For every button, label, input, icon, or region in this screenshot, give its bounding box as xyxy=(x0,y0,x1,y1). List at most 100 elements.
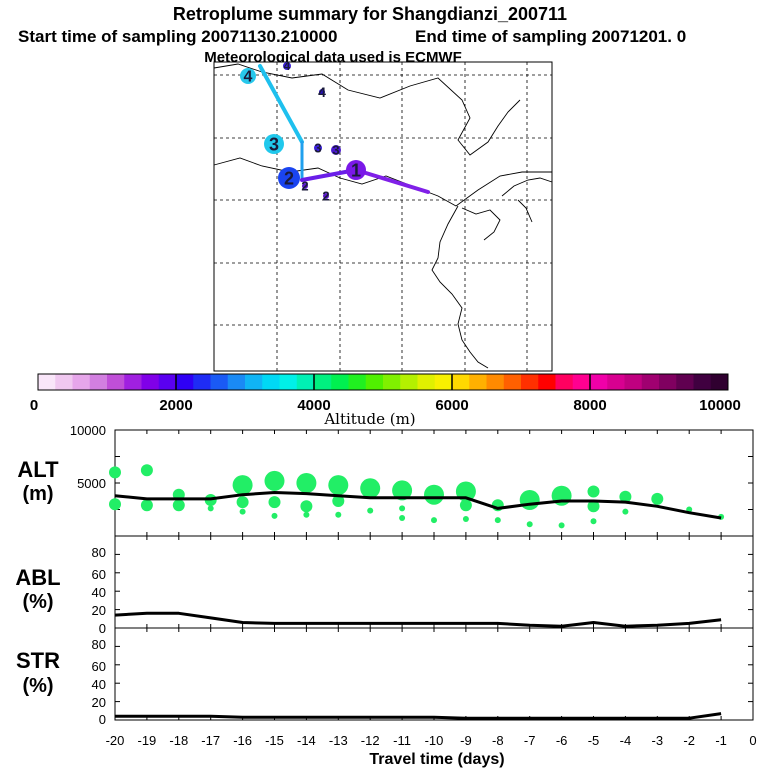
plume-point xyxy=(140,464,153,477)
trajectory-day-label: 1 xyxy=(351,160,361,180)
colorbar-swatch xyxy=(469,374,487,390)
x-tick-label: -20 xyxy=(106,733,125,748)
x-tick-label: -13 xyxy=(329,733,348,748)
plume-point xyxy=(619,490,632,503)
colorbar-swatch xyxy=(572,374,591,390)
colorbar-swatch xyxy=(227,374,246,390)
plume-point xyxy=(300,500,313,513)
coast-line xyxy=(517,199,533,223)
x-tick-label: -9 xyxy=(460,733,472,748)
x-tick-label: -17 xyxy=(201,733,220,748)
trajectory-day-marker xyxy=(323,193,329,199)
x-tick-labels: -20 -19 -18 -17 -16 -15 -14 -13 -12 -11 -10 -9 -8 -7-… xyxy=(106,733,757,748)
colorbar-swatch xyxy=(72,374,91,390)
colorbar-axis-label: Altitude (m) xyxy=(323,410,415,428)
colorbar-swatch xyxy=(365,374,384,390)
colorbar-swatch xyxy=(452,374,470,390)
abl-ytick-label: 80 xyxy=(92,545,106,560)
plume-point xyxy=(590,518,597,525)
colorbar-swatch xyxy=(434,374,453,390)
trajectory-day-marker xyxy=(331,145,341,155)
colorbar-swatch xyxy=(676,374,694,390)
trajectory-day-label: 2 xyxy=(284,168,294,188)
alt-ytick-label: 10000 xyxy=(70,423,106,438)
series-line-str xyxy=(115,712,722,720)
x-tick-label: -1 xyxy=(715,733,727,748)
x-tick-label: -14 xyxy=(297,733,316,748)
x-tick-label: -2 xyxy=(683,733,695,748)
x-tick-label: -15 xyxy=(265,733,284,748)
colorbar-swatch xyxy=(55,374,73,390)
colorbar-swatches xyxy=(38,374,729,390)
plume-point xyxy=(296,473,317,493)
str-ytick-label: 80 xyxy=(92,637,106,652)
colorbar-swatch xyxy=(693,374,712,390)
trajectory-day-label: 4 xyxy=(284,59,291,73)
colorbar-swatch xyxy=(710,374,729,390)
plume-point xyxy=(392,480,413,501)
trajectory-day-marker xyxy=(283,62,291,70)
abl-ytick-label: 20 xyxy=(92,603,106,618)
colorbar-swatch xyxy=(107,374,125,390)
trajectory-day-label: 4 xyxy=(244,69,253,86)
sampling-start-label: Start time of sampling 20071130.210000 xyxy=(18,27,337,46)
colorbar-swatch xyxy=(176,374,194,390)
plume-point xyxy=(236,496,249,509)
trajectory-day-marker xyxy=(314,144,322,152)
colorbar-tick-label: 10000 xyxy=(699,397,741,414)
trajectory-day-marker xyxy=(240,68,256,84)
colorbar-swatch xyxy=(331,374,349,390)
plot-layer xyxy=(109,429,754,721)
plume-point xyxy=(526,521,533,528)
colorbar-tick-label: 8000 xyxy=(573,397,606,414)
colorbar-swatch xyxy=(210,374,229,390)
plume-point xyxy=(109,498,121,511)
plume-point xyxy=(239,508,246,515)
colorbar-tick-label: 2000 xyxy=(159,397,192,414)
plume-point xyxy=(462,516,469,522)
colorbar-swatch xyxy=(158,374,177,390)
plume-point xyxy=(367,507,374,514)
plume-point xyxy=(332,495,345,507)
trajectory-day1-to-site xyxy=(354,168,430,194)
trajectory-day-marker xyxy=(264,134,284,154)
x-tick-label: -6 xyxy=(556,733,568,748)
plume-point xyxy=(587,500,600,513)
str-ytick-label: 40 xyxy=(92,677,106,692)
x-tick-label: -4 xyxy=(620,733,632,748)
plume-point xyxy=(399,515,406,521)
x-tick-label: -3 xyxy=(652,733,664,748)
colorbar-swatch xyxy=(348,374,367,390)
border-line xyxy=(213,157,552,207)
colorbar-swatch xyxy=(624,374,643,390)
abl-panel-title: ABL xyxy=(15,565,60,590)
abl-ytick-label: 0 xyxy=(99,621,106,636)
trajectory-day-label: 2 xyxy=(301,179,308,194)
coast-line xyxy=(461,207,501,241)
plume-point xyxy=(268,496,281,509)
x-tick-label: -11 xyxy=(393,733,411,748)
colorbar-swatch xyxy=(89,374,108,390)
plume-point xyxy=(264,470,285,491)
plume-point xyxy=(431,517,437,524)
colorbar-swatch xyxy=(314,374,332,390)
abl-ytick-label: 60 xyxy=(92,567,106,582)
colorbar-swatch xyxy=(279,374,298,390)
trajectory-day-label: 3 xyxy=(314,141,321,156)
colorbar-swatch xyxy=(538,374,556,390)
colorbar-swatch xyxy=(641,374,660,390)
alt-ytick-label: 5000 xyxy=(77,476,106,491)
series-line-alt xyxy=(114,491,722,520)
plume-point xyxy=(360,478,381,499)
str-ytick-label: 20 xyxy=(92,695,106,710)
colorbar-swatch xyxy=(262,374,280,390)
abl-panel-unit: (%) xyxy=(22,591,53,613)
colorbar-swatch xyxy=(245,374,263,390)
colorbar-swatch xyxy=(555,374,574,390)
panel-abl xyxy=(114,536,754,629)
plume-point xyxy=(399,505,406,512)
panel-str xyxy=(114,628,754,721)
plume-point xyxy=(519,490,540,510)
